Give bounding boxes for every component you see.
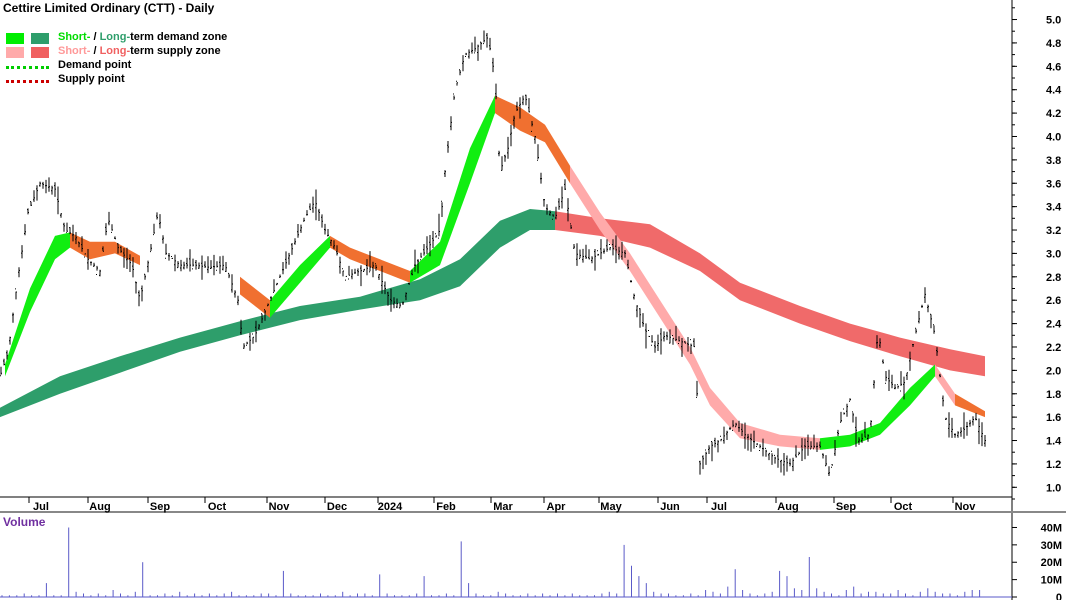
short-term-zone-segment (570, 165, 600, 230)
price-tick-label: 4.8 (1046, 38, 1061, 50)
short-term-zone-segment (380, 259, 410, 283)
legend-short-supply-swatch (6, 47, 24, 58)
legend-long-label: Long- (99, 31, 131, 43)
short-term-zone-segment (300, 235, 330, 283)
short-term-zone-segment (545, 124, 570, 184)
price-tick-label: 2.0 (1046, 365, 1061, 377)
volume-tick-label: 10M (1041, 575, 1062, 587)
x-tick-label: Mar (493, 501, 513, 513)
price-tick-label: 4.0 (1046, 131, 1061, 143)
price-tick-label: 2.6 (1046, 295, 1061, 307)
price-tick-label: 3.8 (1046, 155, 1061, 167)
price-tick-label: 2.4 (1046, 319, 1062, 331)
price-tick-label: 4.2 (1046, 108, 1061, 120)
short-term-zone-segment (630, 253, 660, 318)
chart-title: Cettire Limited Ordinary (CTT) - Daily (3, 1, 215, 15)
short-term-zone-segment (330, 235, 350, 260)
price-tick-label: 1.4 (1046, 436, 1062, 448)
short-term-zone-segment (955, 393, 985, 418)
price-tick-label: 3.2 (1046, 225, 1061, 237)
price-tick-label: 3.6 (1046, 178, 1061, 190)
legend-demand-zone-label: term demand zone (130, 31, 228, 43)
price-tick-label: 1.0 (1046, 482, 1061, 494)
x-tick-label: Nov (955, 501, 977, 513)
short-term-zone-segment (690, 347, 710, 406)
legend-supply-point-line (6, 80, 49, 83)
x-tick-label: Feb (436, 501, 456, 513)
x-tick-label: Nov (269, 501, 291, 513)
long-term-demand-zone (0, 209, 555, 418)
volume-tick-label: 20M (1041, 557, 1062, 569)
price-tick-label: 1.6 (1046, 412, 1061, 424)
volume-tick-label: 30M (1041, 540, 1062, 552)
short-term-demand-zone (5, 232, 70, 377)
x-tick-label: Aug (777, 501, 798, 513)
price-tick-label: 2.8 (1046, 272, 1061, 284)
legend-supply-zone-label: term supply zone (130, 45, 221, 57)
short-term-zone-segment (910, 364, 935, 406)
price-tick-label: 4.4 (1046, 85, 1062, 97)
x-tick-label: Dec (327, 501, 347, 513)
x-tick-label: Jul (711, 501, 727, 513)
short-term-zone-segment (270, 265, 300, 318)
x-tick-label: Aug (89, 501, 110, 513)
legend-supply-point-label: Supply point (58, 73, 125, 85)
x-tick-label: Sep (150, 501, 170, 513)
legend-sep: / (90, 45, 100, 57)
x-tick-label: Apr (547, 501, 567, 513)
x-tick-label: May (600, 501, 622, 513)
legend-demand-point-label: Demand point (58, 59, 132, 71)
legend-long-demand-swatch (31, 33, 49, 44)
legend-short-label: Short- (58, 45, 91, 57)
price-tick-label: 5.0 (1046, 15, 1061, 27)
price-tick-label: 2.2 (1046, 342, 1061, 354)
x-tick-label: Oct (894, 501, 913, 513)
price-tick-label: 3.0 (1046, 248, 1061, 260)
price-tick-label: 1.2 (1046, 459, 1061, 471)
legend-sep: / (90, 31, 100, 43)
short-term-zone-segment (495, 95, 520, 131)
legend-demand-point-line (6, 66, 49, 69)
short-term-zone-segment (440, 148, 470, 266)
short-term-zone-segment (740, 423, 780, 447)
short-term-zone-segment (780, 434, 820, 450)
x-tick-label: Jul (33, 501, 49, 513)
price-tick-label: 1.8 (1046, 389, 1061, 401)
volume-tick-label: 40M (1041, 522, 1062, 534)
long-term-supply-zone (555, 211, 985, 377)
price-tick-label: 3.4 (1046, 202, 1062, 214)
panel-divider (0, 511, 1066, 513)
volume-tick-label: 0 (1056, 592, 1062, 600)
volume-title: Volume (3, 515, 46, 529)
legend-long-label: Long- (99, 45, 131, 57)
legend-short-demand-swatch (6, 33, 24, 44)
x-tick-label: Sep (836, 501, 856, 513)
short-term-zone-segment (880, 387, 910, 435)
x-tick-label: Jun (660, 501, 680, 513)
short-term-zone-segment (710, 387, 740, 439)
legend-short-label: Short- (58, 31, 91, 43)
short-term-zone-segment (240, 276, 270, 318)
short-term-zone-segment (470, 95, 495, 184)
price-tick-label: 4.6 (1046, 61, 1061, 73)
x-tick-label: 2024 (378, 501, 403, 513)
legend-long-supply-swatch (31, 47, 49, 58)
x-tick-label: Oct (208, 501, 227, 513)
